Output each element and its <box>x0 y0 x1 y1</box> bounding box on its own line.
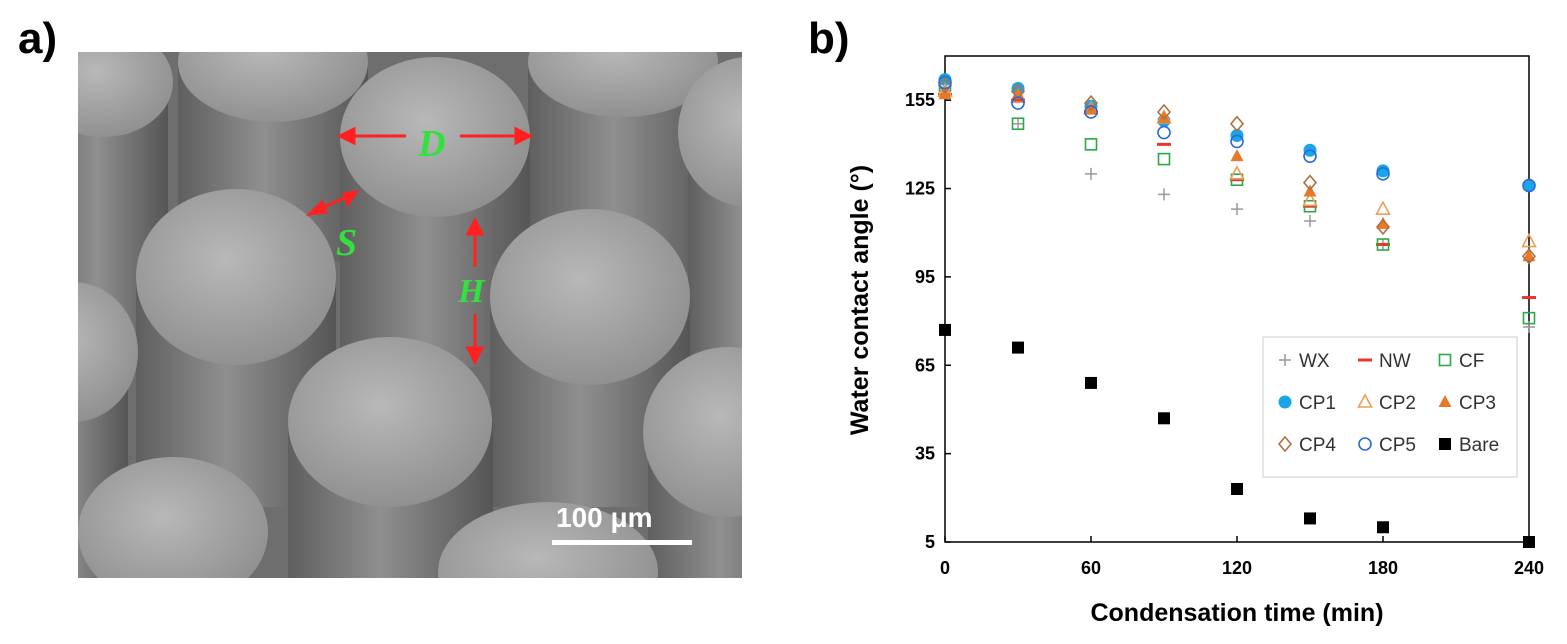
legend-marker-cf <box>1438 353 1452 367</box>
data-point-bare <box>1304 512 1316 525</box>
data-point-bare <box>939 323 951 336</box>
data-points <box>937 73 1537 548</box>
data-point-bare <box>1158 412 1170 425</box>
legend-label-cp4: CP4 <box>1299 435 1336 456</box>
data-point-cp2 <box>1229 165 1245 180</box>
y-tick-label: 35 <box>915 444 935 464</box>
x-tick-label: 120 <box>1222 558 1252 578</box>
data-point-cf <box>1084 138 1098 151</box>
data-point-cf <box>1303 199 1317 213</box>
data-point-bare <box>1012 341 1024 354</box>
data-point-cf <box>1011 117 1025 131</box>
y-tick-label: 125 <box>905 179 935 199</box>
data-point-cf <box>1522 311 1536 325</box>
data-point-cp4 <box>1521 248 1537 265</box>
data-point-cp4 <box>1083 94 1099 112</box>
d-arrow <box>336 126 534 146</box>
data-point-cp4 <box>1229 115 1245 132</box>
data-point-cp2 <box>1302 191 1318 207</box>
x-tick-label: 60 <box>1081 558 1101 578</box>
legend-marker-bare <box>1439 438 1451 450</box>
legend: WX NW CF CP1 CP2 CP3 CP4 CP5 Bare <box>1262 336 1518 478</box>
legend-marker-wx <box>1279 354 1291 366</box>
y-tick-label: 95 <box>915 267 935 287</box>
data-point-cp4 <box>1302 174 1318 191</box>
legend-label-cp2: CP2 <box>1379 393 1416 414</box>
scale-bar <box>552 540 692 545</box>
data-point-wx <box>1304 214 1316 227</box>
legend-marker-cp2 <box>1357 393 1373 408</box>
data-point-wx <box>1523 320 1535 333</box>
h-arrow <box>465 216 485 366</box>
data-point-cp3 <box>1157 110 1171 123</box>
data-point-cp2 <box>1375 200 1391 215</box>
data-point-wx <box>1231 203 1243 216</box>
data-point-cp5 <box>938 75 952 90</box>
data-point-cp3 <box>1230 149 1244 162</box>
legend-marker-cp5 <box>1358 437 1372 451</box>
x-tick-label: 240 <box>1514 558 1544 578</box>
data-point-cp5 <box>1084 105 1098 119</box>
x-axis-label: Condensation time (min) <box>1090 599 1383 627</box>
data-point-cf <box>1157 152 1171 166</box>
data-point-wx <box>1012 117 1024 130</box>
data-point-cf <box>1230 173 1244 187</box>
data-point-wx <box>1085 167 1097 180</box>
data-point-cp2 <box>1521 232 1537 248</box>
scale-bar-label: 100 μm <box>556 502 653 533</box>
data-point-cf <box>1376 238 1390 251</box>
s-arrow <box>305 189 360 217</box>
sem-micrograph: D S H 100 μm <box>78 52 742 578</box>
legend-marker-cp3 <box>1438 395 1452 407</box>
legend-label-cp3: CP3 <box>1459 393 1496 414</box>
d-label: D <box>417 123 445 165</box>
h-label: H <box>457 273 486 310</box>
legend-box <box>1262 336 1518 478</box>
micropillar-array <box>78 52 742 578</box>
legend-marker-cp1 <box>1278 395 1292 409</box>
data-point-cp3 <box>1376 216 1390 229</box>
legend-label-cp5: CP5 <box>1379 435 1416 456</box>
legend-label-bare: Bare <box>1459 435 1499 456</box>
x-tick-label: 180 <box>1368 558 1398 578</box>
data-point-cp1 <box>1376 164 1390 178</box>
data-point-bare <box>1231 482 1243 495</box>
data-point-cp4 <box>937 77 953 94</box>
x-tick-label: 0 <box>940 558 950 578</box>
panel-a-label: a) <box>18 14 58 63</box>
data-point-wx <box>1158 188 1170 201</box>
legend-label-nw: NW <box>1379 351 1411 372</box>
legend-label-cp1: CP1 <box>1299 393 1336 414</box>
data-point-cp5 <box>1376 167 1390 181</box>
data-point-cp5 <box>1011 96 1025 110</box>
x-axis-ticks: 0 60 120 180 240 <box>940 536 1544 578</box>
data-point-cp1 <box>1522 179 1536 193</box>
y-tick-label: 155 <box>905 90 935 110</box>
data-point-bare <box>1523 536 1535 548</box>
legend-label-cf: CF <box>1459 351 1484 372</box>
data-point-bare <box>1377 521 1389 534</box>
y-tick-label: 65 <box>915 355 935 375</box>
y-tick-label: 5 <box>925 532 935 552</box>
legend-marker-cp4 <box>1277 435 1293 453</box>
data-point-cp5 <box>1157 125 1171 140</box>
data-point-cp3 <box>1084 102 1098 115</box>
y-axis-label: Water contact angle (°) <box>846 165 874 435</box>
data-point-cp3 <box>1011 87 1025 100</box>
s-label: S <box>336 222 357 264</box>
data-point-cp5 <box>1230 134 1244 149</box>
data-point-cp4 <box>1375 218 1391 236</box>
data-point-bare <box>1085 376 1097 389</box>
panel-b-label: b) <box>808 14 850 63</box>
data-point-cp4 <box>1010 83 1026 100</box>
data-point-cp4 <box>1156 103 1172 121</box>
data-point-cp5 <box>1303 149 1317 163</box>
data-point-cp5 <box>1522 178 1536 193</box>
legend-label-wx: WX <box>1299 351 1330 372</box>
y-axis-ticks: 5 35 65 95 125 155 <box>905 90 951 552</box>
